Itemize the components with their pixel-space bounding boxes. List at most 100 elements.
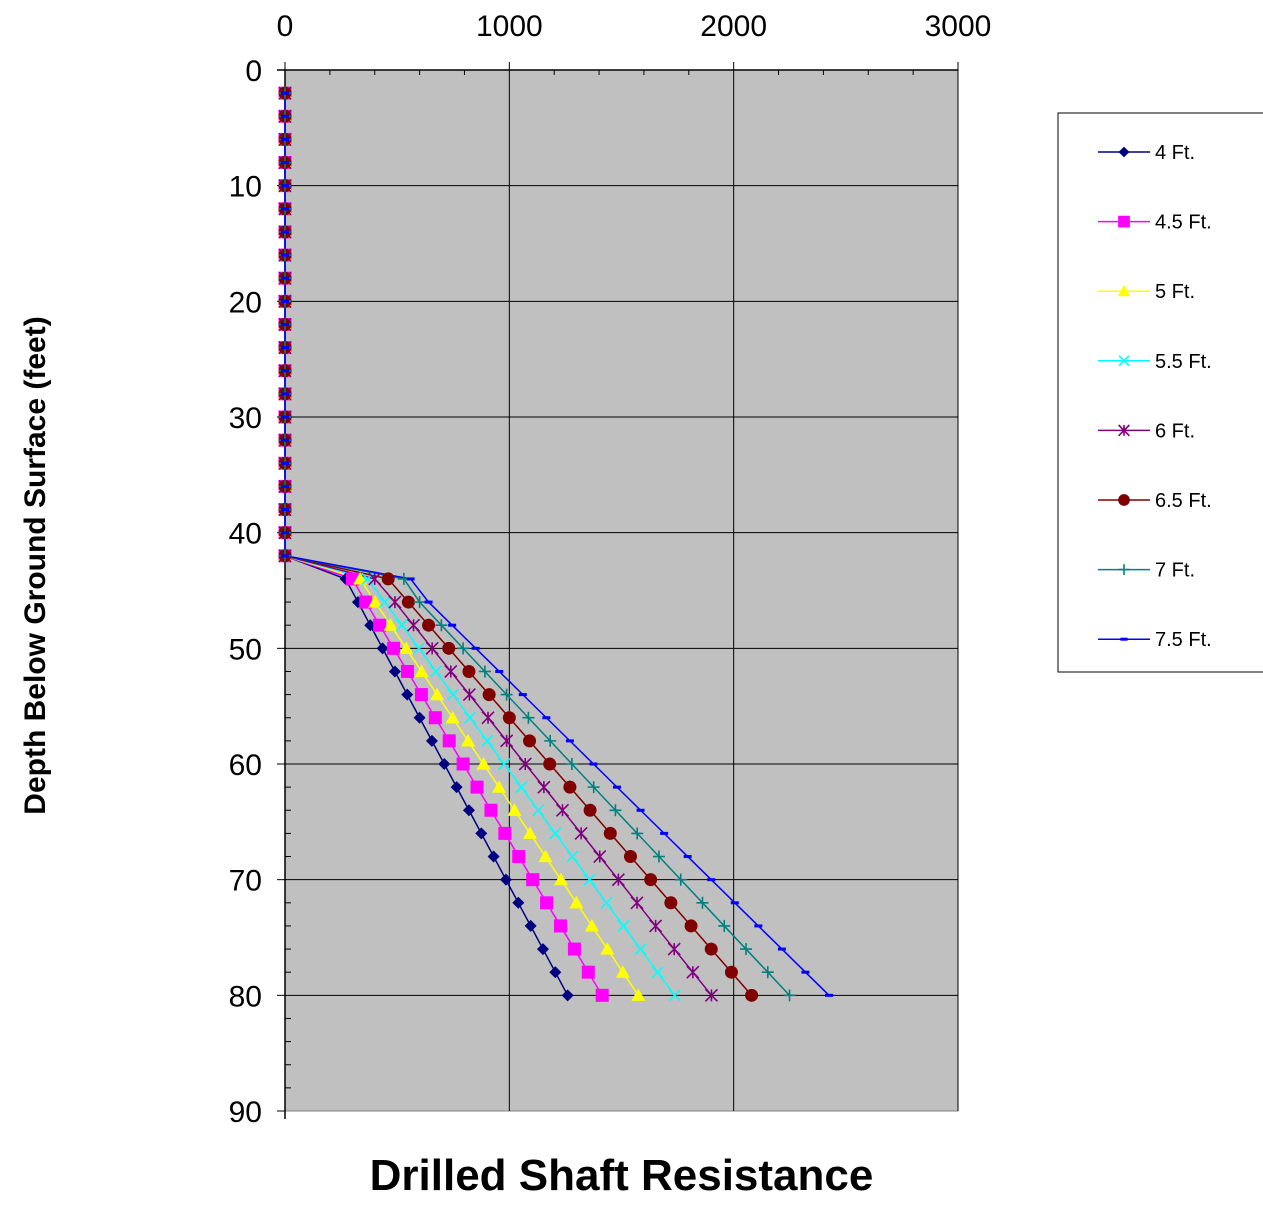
series-group: [278, 86, 834, 1002]
data-point-triangle: [353, 571, 368, 585]
data-point-diamond: [462, 804, 475, 817]
data-point-dash: [281, 91, 289, 95]
data-point-triangle: [615, 965, 630, 978]
data-point-star: [574, 826, 588, 840]
data-point-dash: [424, 600, 433, 604]
data-point-diamond: [549, 966, 562, 979]
data-point-star: [704, 988, 719, 1002]
data-point-circle: [462, 664, 476, 678]
data-point-plus: [652, 850, 665, 863]
data-point-dash: [281, 253, 289, 257]
data-point-star: [555, 803, 570, 817]
legend-label: 4.5 Ft.: [1155, 212, 1212, 234]
data-point-x: [395, 619, 408, 632]
data-point-dash: [495, 669, 504, 673]
data-point-dash: [281, 299, 289, 303]
data-point-square: [567, 942, 581, 956]
data-point-triangle: [507, 803, 522, 816]
data-point-plus: [740, 943, 753, 956]
legend-item: 5.5 Ft.: [1098, 351, 1212, 373]
data-point-square: [428, 711, 442, 725]
data-point-dash: [281, 415, 289, 419]
data-point-diamond: [425, 734, 438, 747]
data-point-x: [1118, 355, 1130, 367]
data-point-star: [518, 757, 532, 771]
data-point-circle: [1118, 494, 1130, 506]
data-point-circle: [664, 896, 678, 910]
gridlines: [285, 70, 959, 1111]
data-point-x: [617, 919, 630, 932]
data-point-x: [481, 734, 494, 747]
data-point-x: [651, 966, 664, 979]
data-point-triangle: [522, 826, 537, 839]
data-point-dash: [471, 646, 480, 650]
data-point-star: [500, 734, 514, 748]
legend-item: 6 Ft.: [1098, 420, 1195, 442]
data-point-plus: [544, 734, 557, 747]
data-point-dash: [518, 693, 527, 697]
data-point-square: [414, 688, 428, 702]
y-tick-label: 70: [229, 865, 262, 898]
data-point-square: [526, 873, 540, 887]
data-point-circle: [684, 919, 698, 933]
data-point-diamond: [487, 850, 500, 863]
legend-item: 7 Ft.: [1098, 560, 1195, 582]
data-point-star: [537, 780, 551, 794]
data-point-diamond: [413, 711, 426, 724]
data-point-x: [583, 873, 596, 886]
data-point-star: [444, 664, 458, 679]
data-point-star: [649, 919, 663, 933]
data-point-plus: [457, 642, 470, 655]
data-point-plus: [696, 896, 709, 909]
data-point-diamond: [561, 989, 574, 1002]
data-point-plus: [609, 804, 622, 817]
data-point-star: [593, 849, 607, 864]
data-point-dash: [406, 577, 415, 581]
data-point-dash: [281, 554, 289, 558]
data-point-plus: [1118, 564, 1130, 575]
data-point-dash: [281, 184, 289, 188]
data-point-circle: [603, 826, 617, 840]
y-tick-label: 30: [229, 402, 262, 435]
data-point-diamond: [512, 896, 525, 909]
data-point-dash: [281, 207, 289, 211]
data-point-star: [388, 595, 402, 609]
data-point-square: [498, 826, 512, 840]
legend-label: 4 Ft.: [1155, 142, 1195, 164]
data-point-star: [368, 572, 382, 586]
legend: 4 Ft. 4.5 Ft. 5 Ft. 5.5 Ft. 6 Ft. 6.5 Ft. 7 Ft…: [1057, 112, 1263, 673]
legend-box: [1057, 112, 1263, 673]
data-point-x: [446, 688, 460, 701]
series-markers: [281, 91, 834, 997]
x-tick-label: 1000: [476, 10, 543, 43]
data-point-square: [442, 734, 456, 748]
data-point-plus: [587, 781, 600, 794]
data-point-x: [549, 827, 562, 840]
data-point-dash: [281, 276, 289, 280]
data-point-dash: [660, 831, 669, 835]
data-point-diamond: [1118, 146, 1130, 158]
data-point-diamond: [499, 873, 512, 886]
data-point-triangle: [476, 757, 491, 770]
data-point-star: [481, 711, 495, 725]
data-point-x: [464, 711, 477, 724]
series-7-5-Ft: [284, 93, 830, 996]
data-point-dash: [754, 924, 763, 928]
data-point-triangle: [492, 780, 507, 793]
data-point-circle: [381, 572, 395, 586]
legend-item: 6.5 Ft.: [1098, 490, 1212, 512]
data-point-dash: [1120, 637, 1128, 641]
data-point-plus: [413, 596, 426, 609]
data-point-dash: [281, 392, 289, 396]
x-axis-label: Drilled Shaft Resistance: [370, 1151, 874, 1200]
y-tick-label: 20: [229, 286, 262, 319]
data-point-square: [581, 965, 595, 979]
data-point-plus: [522, 711, 535, 724]
data-point-square: [512, 850, 526, 864]
data-point-star: [686, 965, 700, 979]
data-point-dash: [281, 114, 289, 118]
data-point-circle: [523, 734, 537, 748]
data-point-plus: [674, 873, 687, 886]
data-point-triangle: [430, 687, 445, 701]
data-point-dash: [281, 161, 289, 165]
